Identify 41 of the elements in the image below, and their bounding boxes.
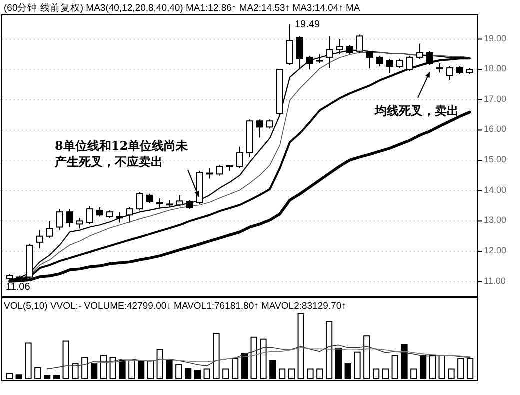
y-tick-label: 13.00 [484,216,507,226]
candlestick [316,54,324,64]
candlestick [116,212,124,224]
candlestick [386,58,394,74]
candlestick [136,192,144,212]
candlestick [266,119,274,130]
candlestick [36,230,44,249]
candlestick [256,119,264,138]
chart-title: VOL(5,10) VVOL:- VOLUME:42799.00↓ MAVOL1:76181.80↑ MAVOL2:83129.70↑ [4,301,346,312]
annotation: 11.06 [6,282,31,294]
candlestick [306,55,314,70]
candlestick [396,58,404,69]
candlestick [446,66,454,81]
candlestick [216,164,224,176]
annotation: 19.49 [295,19,320,30]
chart-title: (60分钟 线前复权) MA3(40,12,20,8,40,40) MA1:12.86↑ MA2:14.53↑ MA3:14.04↑ MA [4,2,361,14]
candlestick [156,198,164,208]
candlestick [86,206,94,225]
candlestick [56,208,64,231]
y-tick-label: 14.00 [484,185,507,196]
candlestick [176,194,184,207]
candlestick [236,146,244,169]
candlestick [436,63,444,74]
y-tick-label: 11.00 [484,276,506,286]
y-tick-label: 18.00 [484,64,507,74]
candlestick [186,199,194,210]
y-tick-label: 12.00 [484,246,507,256]
candlestick [76,218,84,230]
candlestick [376,55,384,68]
y-tick-label: 15.00 [484,154,507,165]
y-tick-label: 19.00 [484,34,507,44]
candlestick [146,193,154,204]
candlestick [96,207,104,218]
candlestick [126,207,134,224]
y-tick-label: 17.00 [484,94,507,104]
y-tick-label: 16.00 [484,124,507,135]
candlestick [66,208,74,228]
annotation: 均线死叉，卖出 [374,104,459,118]
candlestick [46,220,54,238]
annotation: 8单位线和12单位线尚未产生死叉，不应卖出 [54,139,190,169]
candlestick [286,24,294,66]
